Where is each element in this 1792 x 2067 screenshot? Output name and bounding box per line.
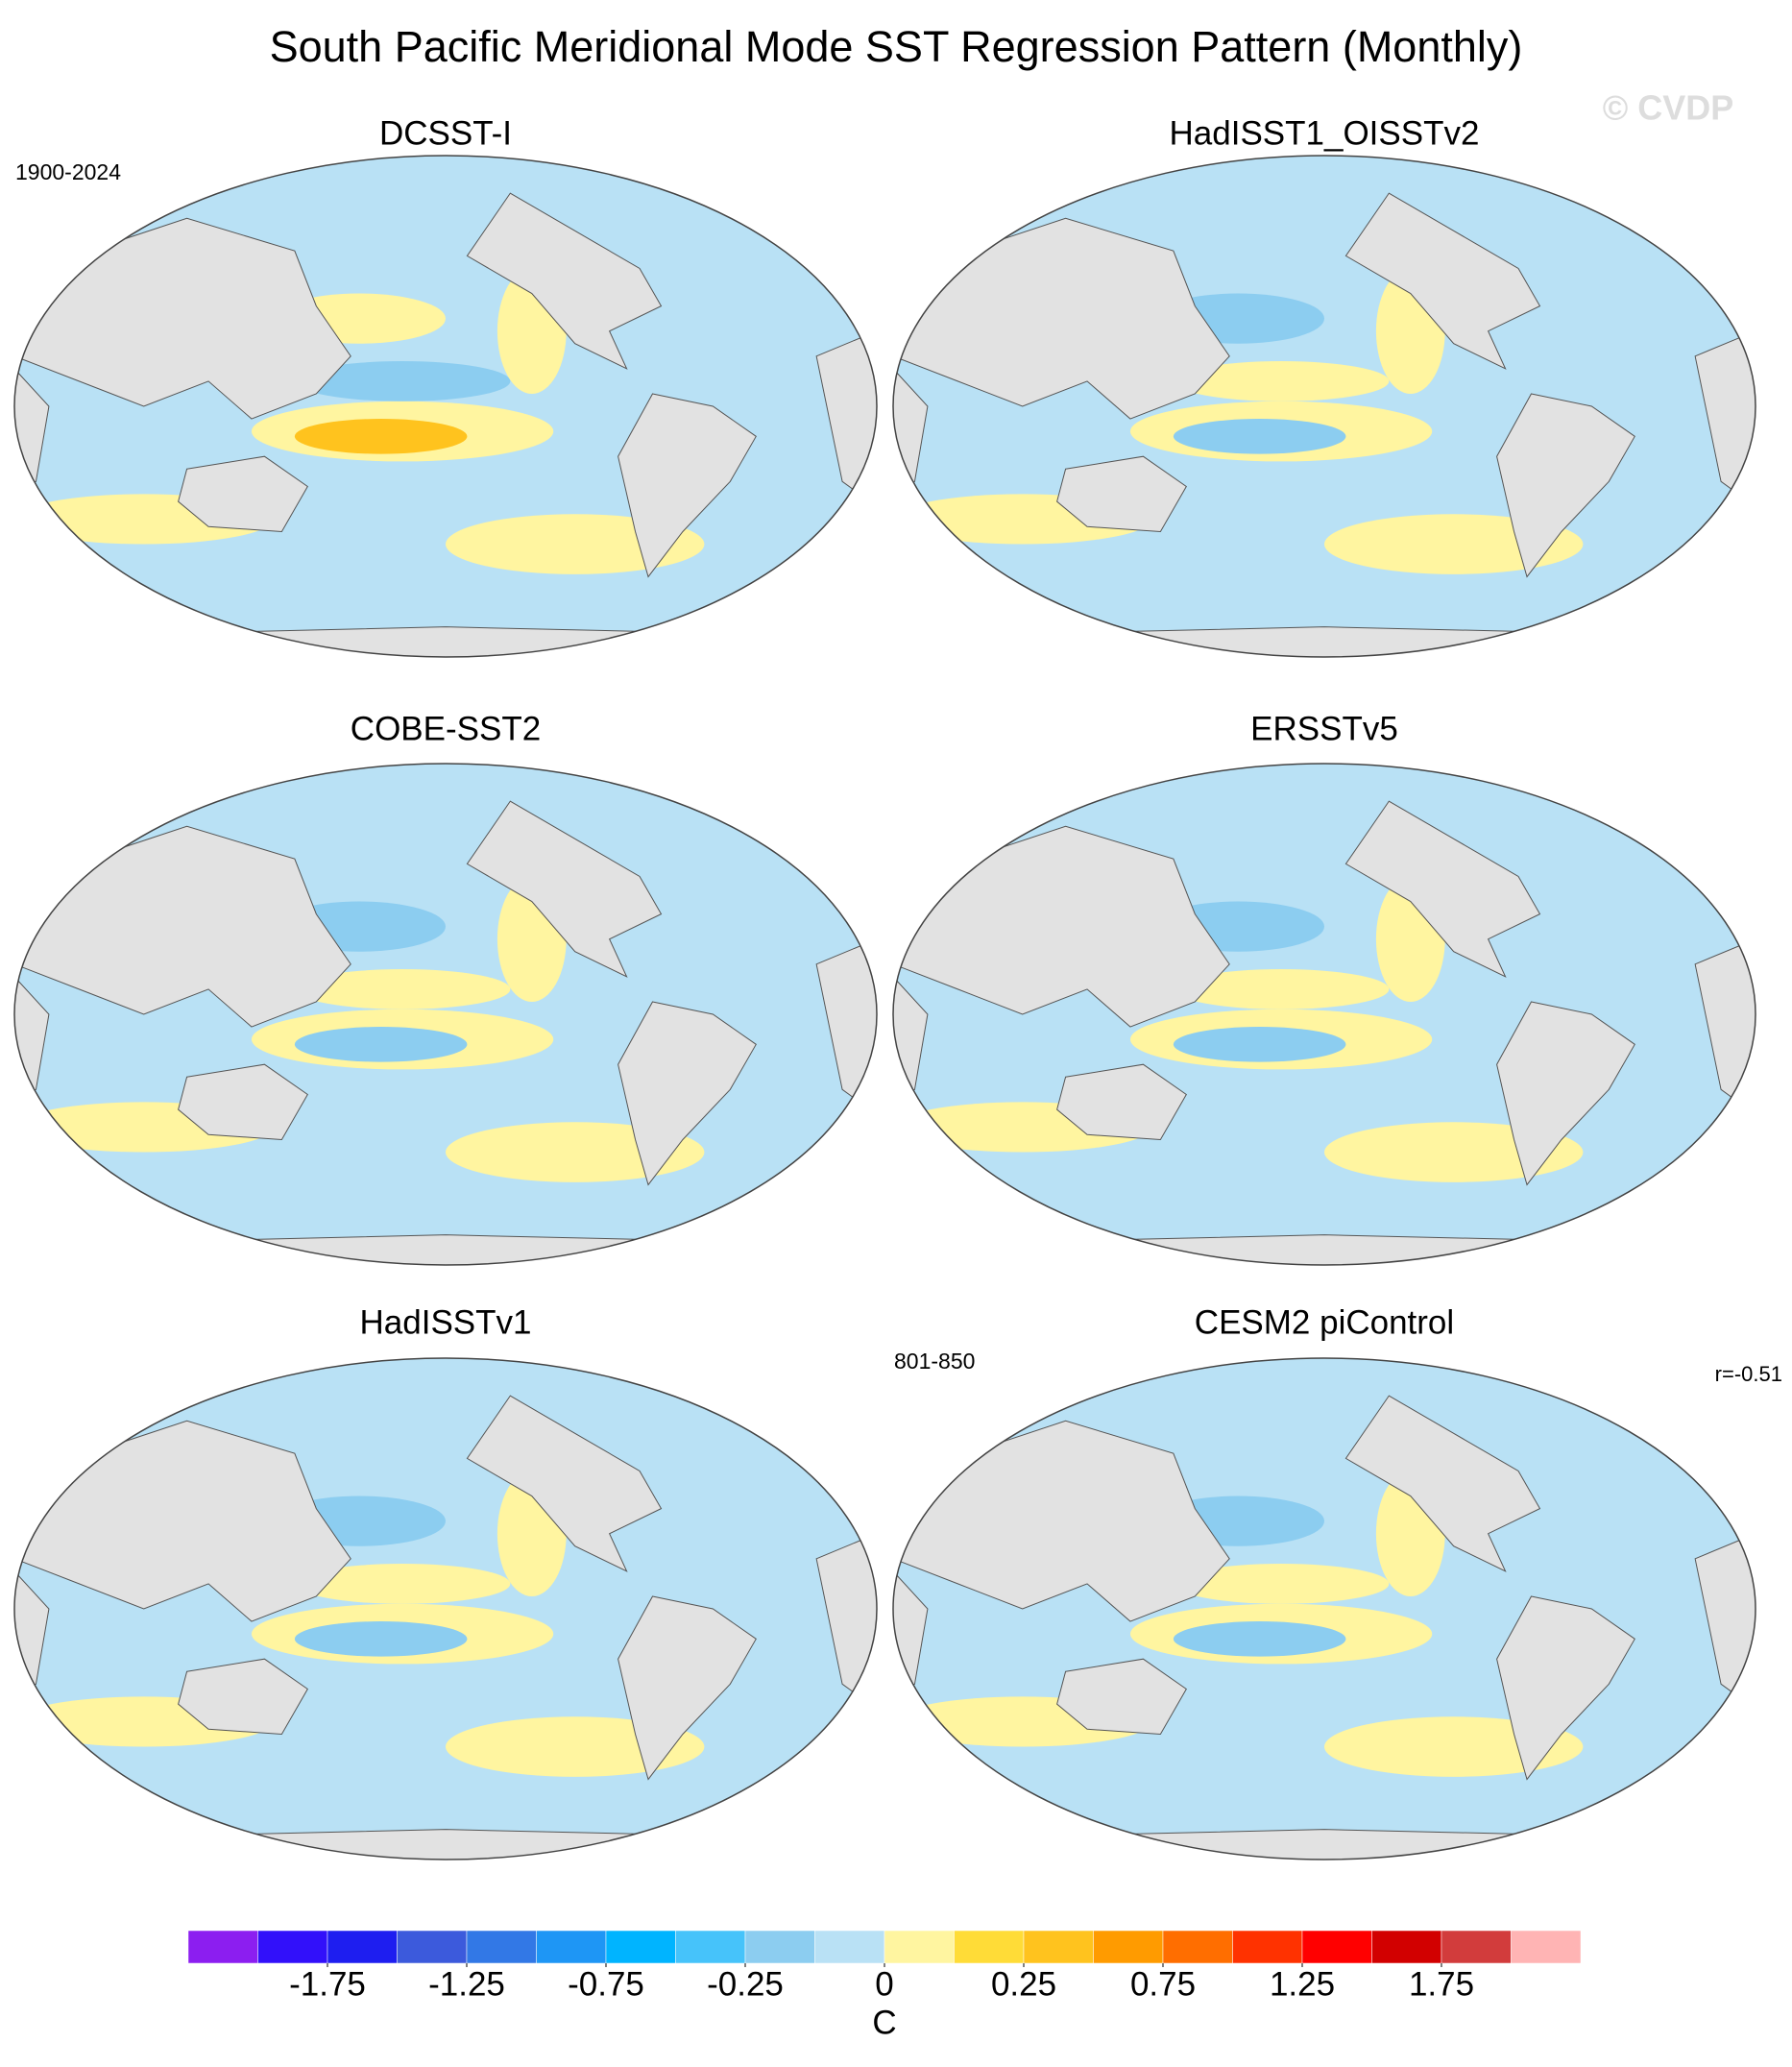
land bbox=[618, 1596, 757, 1780]
map-panel bbox=[14, 1358, 877, 1860]
colorbar-box bbox=[257, 1930, 328, 1964]
map-border bbox=[13, 1357, 878, 1860]
panel-title: DCSST-I bbox=[379, 114, 512, 152]
watermark: © CVDP bbox=[1603, 88, 1734, 128]
land bbox=[1057, 1659, 1187, 1734]
panel-title: CESM2 piControl bbox=[1195, 1303, 1454, 1341]
land bbox=[1695, 939, 1756, 1115]
land bbox=[1345, 801, 1539, 977]
colorbar-box bbox=[1023, 1930, 1094, 1964]
anomaly-area bbox=[1173, 969, 1390, 1009]
land bbox=[1057, 1064, 1187, 1139]
map-border bbox=[892, 155, 1756, 658]
land bbox=[179, 456, 308, 531]
map-panel bbox=[14, 156, 877, 657]
land bbox=[179, 1064, 308, 1139]
correlation-note: r=-0.51 bbox=[1715, 1362, 1782, 1386]
land bbox=[1057, 456, 1187, 531]
colorbar-box bbox=[397, 1930, 468, 1964]
land bbox=[816, 1534, 877, 1710]
land bbox=[893, 1421, 1229, 1621]
colorbar-box bbox=[744, 1930, 815, 1964]
colorbar-box bbox=[187, 1930, 258, 1964]
colorbar-label: -0.25 bbox=[707, 1965, 784, 2003]
map-panel bbox=[14, 764, 877, 1265]
panel-title: COBE-SST2 bbox=[351, 710, 541, 747]
period-note: 1900-2024 bbox=[15, 159, 121, 184]
colorbar-box bbox=[814, 1930, 885, 1964]
colorbar-box bbox=[327, 1930, 398, 1964]
land bbox=[893, 826, 1229, 1027]
anomaly-area bbox=[294, 419, 468, 454]
colorbar-box bbox=[1162, 1930, 1233, 1964]
map-border bbox=[13, 155, 878, 658]
land bbox=[1497, 1002, 1635, 1185]
land bbox=[816, 939, 877, 1115]
land bbox=[618, 394, 757, 577]
land bbox=[1695, 331, 1756, 507]
colorbar-label: -0.75 bbox=[568, 1965, 644, 2003]
colorbar-box bbox=[1371, 1930, 1442, 1964]
land bbox=[467, 193, 661, 369]
land bbox=[14, 826, 351, 1027]
land bbox=[1345, 193, 1539, 369]
map-border bbox=[13, 763, 878, 1266]
land bbox=[179, 1659, 308, 1734]
panel-title: ERSSTv5 bbox=[1250, 710, 1398, 747]
anomaly-area bbox=[1173, 419, 1346, 454]
colorbar-label: 0 bbox=[875, 1965, 893, 2003]
land bbox=[893, 218, 1229, 419]
land bbox=[1497, 1596, 1635, 1780]
colorbar-box bbox=[954, 1930, 1025, 1964]
map-panel bbox=[893, 1358, 1756, 1860]
period-note: 801-850 bbox=[894, 1349, 975, 1374]
anomaly-area bbox=[1173, 1621, 1346, 1657]
colorbar-box bbox=[605, 1930, 676, 1964]
colorbar-box bbox=[1093, 1930, 1164, 1964]
anomaly-area bbox=[1173, 361, 1390, 401]
colorbar-label: -1.25 bbox=[428, 1965, 505, 2003]
colorbar-box bbox=[1232, 1930, 1303, 1964]
figure-title: South Pacific Meridional Mode SST Regres… bbox=[270, 22, 1523, 71]
colorbar-label: -1.75 bbox=[289, 1965, 366, 2003]
colorbar-box bbox=[536, 1930, 607, 1964]
anomaly-area bbox=[1173, 1027, 1346, 1062]
anomaly-area bbox=[294, 969, 511, 1009]
colorbar-box bbox=[675, 1930, 746, 1964]
anomaly-area bbox=[294, 1564, 511, 1604]
map-border bbox=[892, 1357, 1756, 1860]
colorbar-box bbox=[466, 1930, 537, 1964]
anomaly-area bbox=[294, 1621, 468, 1657]
colorbar-box bbox=[1441, 1930, 1512, 1964]
anomaly-area bbox=[1173, 1564, 1390, 1604]
panel-title: HadISSTv1 bbox=[360, 1303, 532, 1341]
colorbar-unit: C bbox=[872, 2004, 896, 2041]
colorbar-label: 0.75 bbox=[1130, 1965, 1196, 2003]
colorbar-label: 0.25 bbox=[991, 1965, 1056, 2003]
land bbox=[467, 1396, 661, 1571]
map-panel bbox=[893, 156, 1756, 657]
colorbar-box bbox=[884, 1930, 955, 1964]
land bbox=[467, 801, 661, 977]
land bbox=[1345, 1396, 1539, 1571]
map-border bbox=[892, 763, 1756, 1266]
anomaly-area bbox=[294, 1027, 468, 1062]
colorbar-box bbox=[1301, 1930, 1372, 1964]
map-panel bbox=[893, 764, 1756, 1265]
colorbar-box bbox=[1511, 1930, 1582, 1964]
land bbox=[1695, 1534, 1756, 1710]
anomaly-area bbox=[294, 361, 511, 401]
colorbar-label: 1.75 bbox=[1409, 1965, 1474, 2003]
land bbox=[618, 1002, 757, 1185]
colorbar-label: 1.25 bbox=[1270, 1965, 1335, 2003]
land bbox=[816, 331, 877, 507]
land bbox=[14, 1421, 351, 1621]
panel-title: HadISST1_OISSTv2 bbox=[1170, 114, 1480, 152]
land bbox=[1497, 394, 1635, 577]
land bbox=[14, 218, 351, 419]
